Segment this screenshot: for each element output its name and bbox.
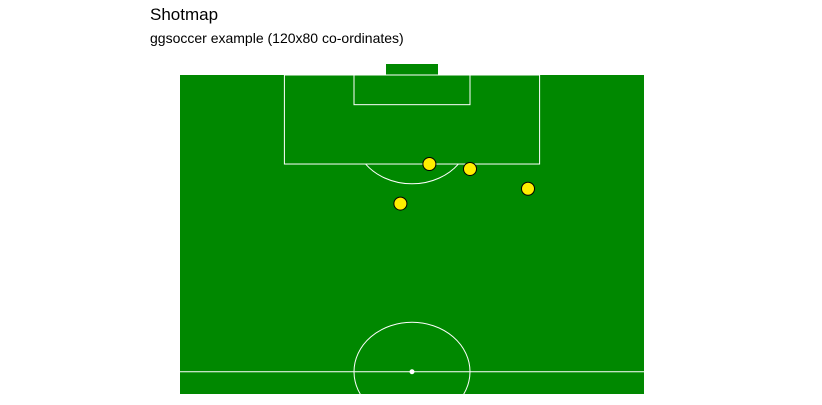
chart-subtitle: ggsoccer example (120x80 co-ordinates) (150, 30, 404, 46)
goal (386, 64, 438, 75)
shot-point (393, 196, 408, 211)
shot-point (422, 157, 437, 172)
penalty-arc (365, 163, 459, 185)
chart-title: Shotmap (150, 5, 219, 24)
shot-point (521, 181, 535, 196)
pitch-surface (180, 75, 644, 394)
six-yard-box (353, 74, 471, 106)
centre-spot (409, 369, 415, 375)
centre-circle (353, 321, 471, 405)
shot-point (463, 161, 477, 176)
